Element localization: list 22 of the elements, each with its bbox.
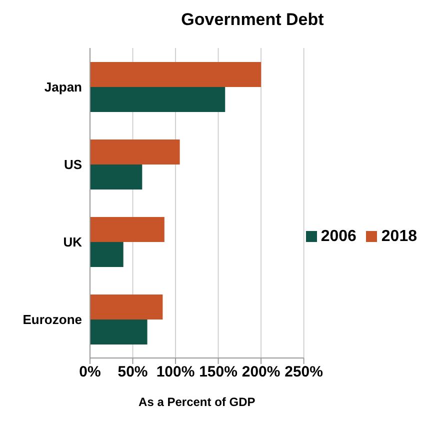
x-tick-label: 50% <box>118 364 148 381</box>
x-tick-label: 250% <box>284 364 323 381</box>
bar <box>90 216 164 242</box>
y-tick-label: US <box>64 156 82 172</box>
chart-title: Government Debt <box>180 9 325 31</box>
legend-label: 2018 <box>381 228 417 245</box>
x-axis-title: As a Percent of GDP <box>138 395 256 409</box>
y-tick-label: UK <box>63 234 83 250</box>
bar <box>90 62 262 87</box>
bar <box>90 242 124 267</box>
bar <box>90 86 226 112</box>
x-tick-label: 200% <box>242 364 280 381</box>
bar <box>90 139 180 164</box>
legend-label: 2006 <box>320 228 356 245</box>
x-tick-label: 100% <box>156 364 195 381</box>
y-tick-label: Eurozone <box>22 312 82 327</box>
bar <box>90 319 148 344</box>
x-tick-label: 150% <box>199 364 238 381</box>
bar <box>90 164 142 190</box>
x-tick-label: 0% <box>79 364 101 381</box>
y-tick-label: Japan <box>44 79 82 94</box>
bar <box>90 294 163 320</box>
